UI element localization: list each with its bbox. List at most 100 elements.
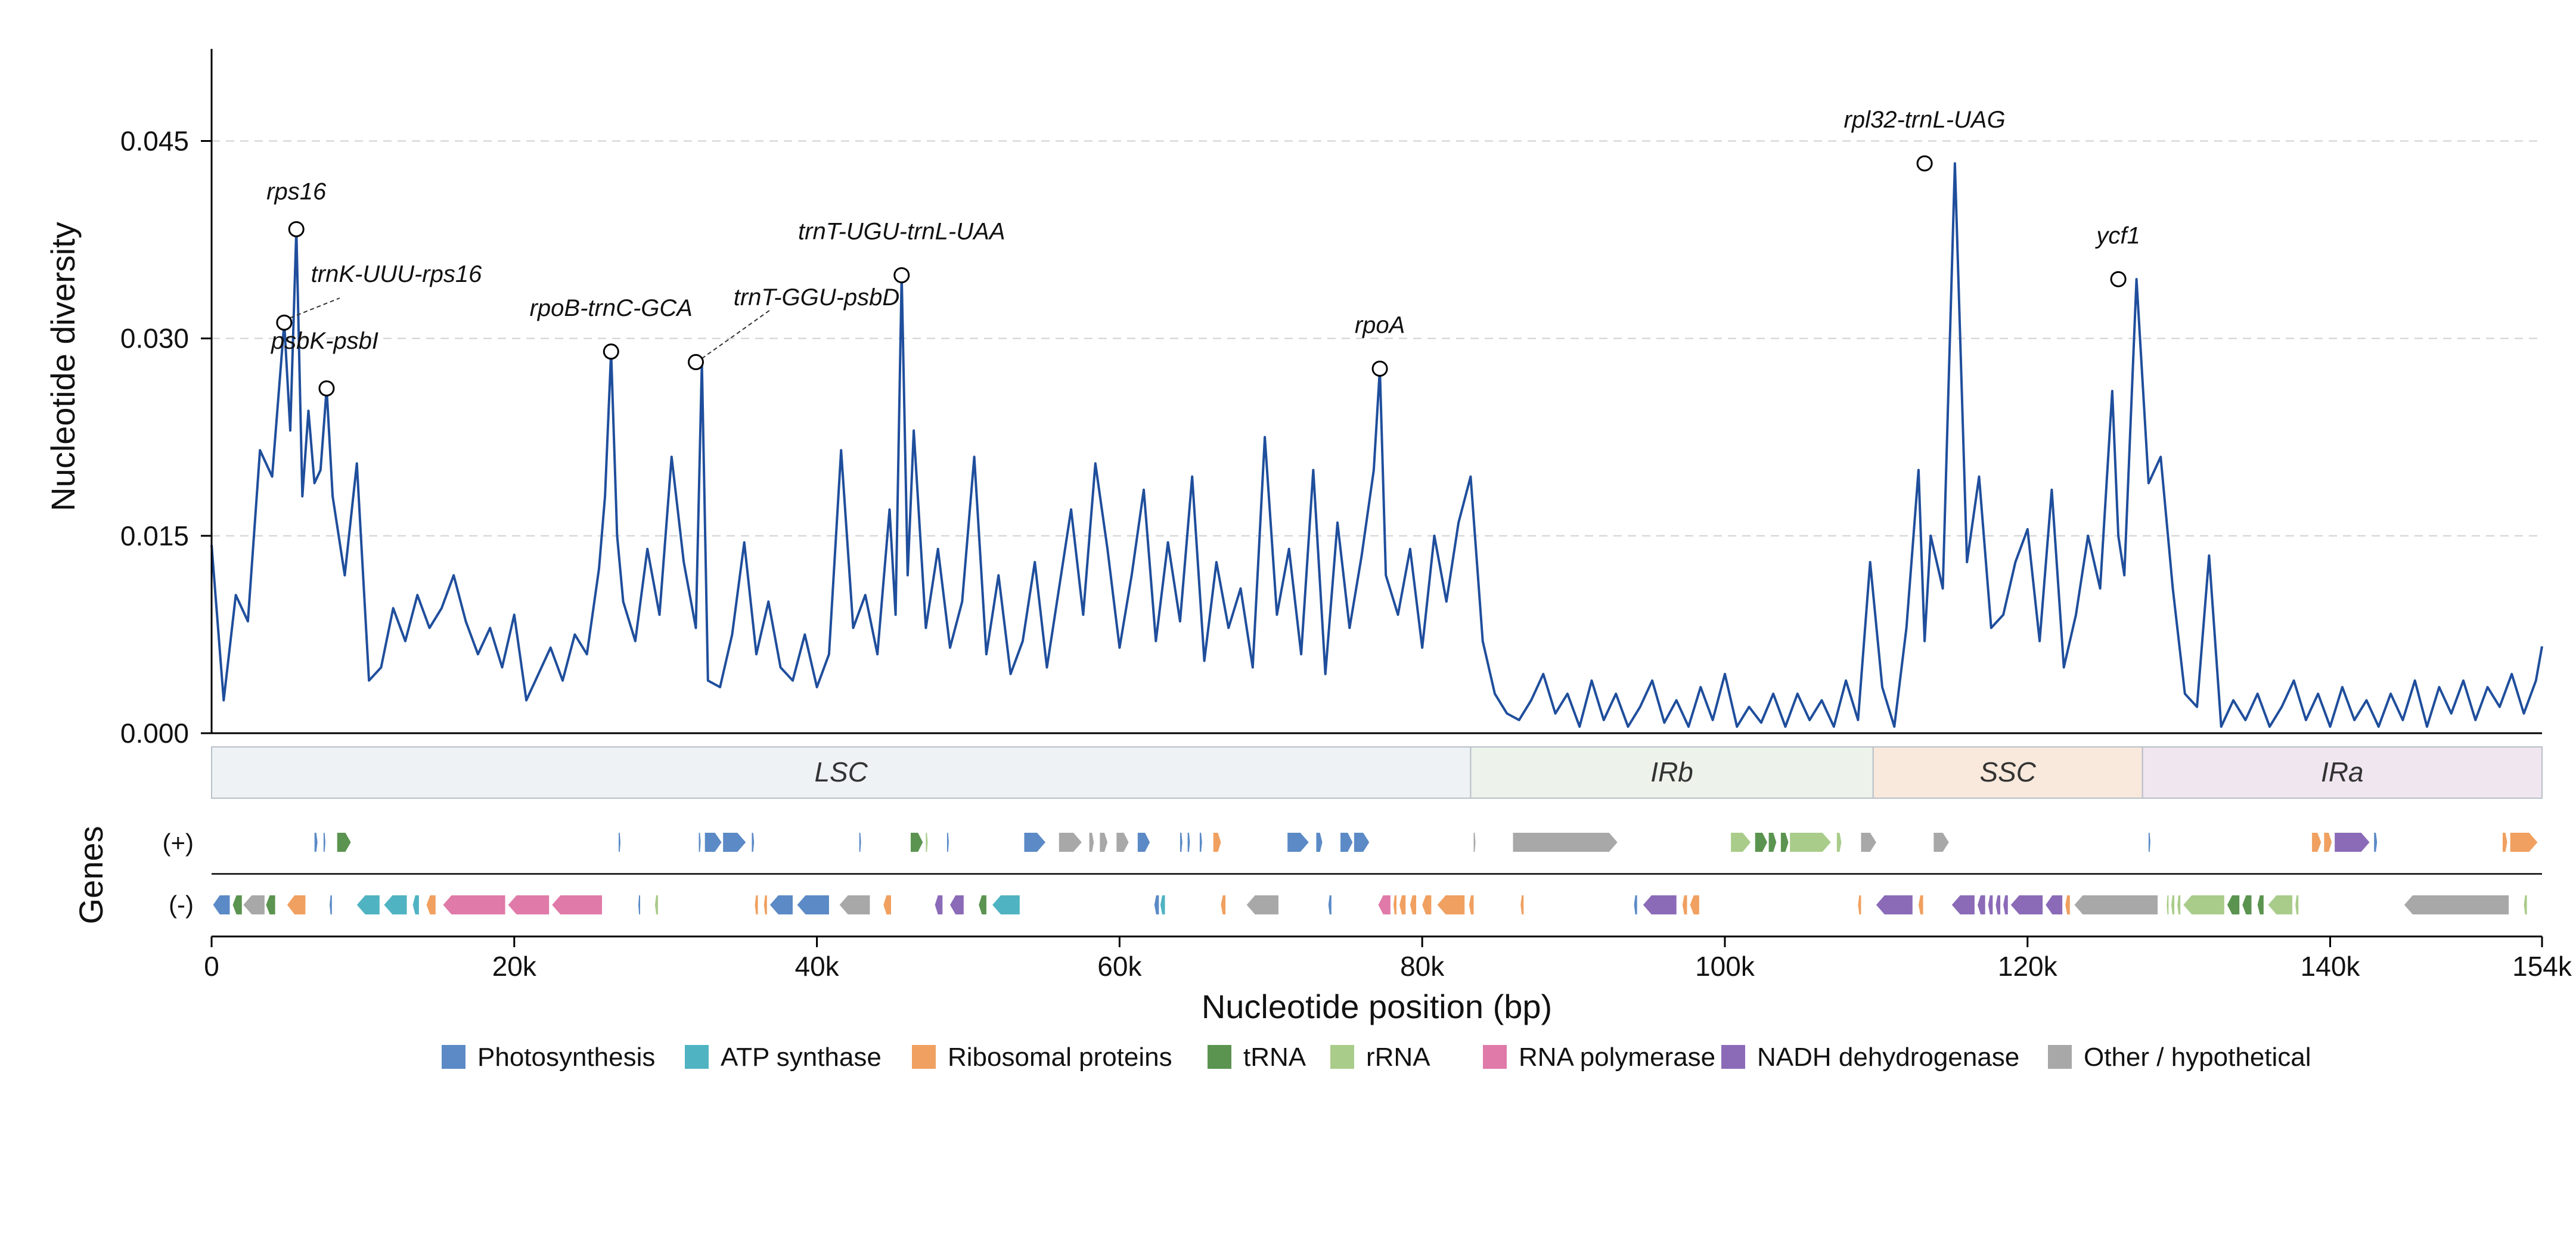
gene-block [314,833,318,852]
gene-block [1977,895,1985,914]
gene-block [1520,895,1524,914]
x-tick-label: 120k [1998,951,2058,982]
gene-block [1100,833,1108,852]
gene-block [2502,833,2507,852]
peak-marker [1916,155,1933,172]
gene-block [654,895,658,914]
gene-block [1768,833,1777,852]
gene-block [330,895,332,914]
gene-block [946,833,949,852]
gene-block [1199,833,1202,852]
region-block [2142,746,2543,799]
gene-block [2312,833,2321,852]
gene-block [1933,833,1949,852]
gene-block [699,833,701,852]
region-label: IRa [2321,756,2364,787]
gene-block [755,895,758,914]
gene-block [2010,895,2043,914]
peak-label: rpoB-trnC-GCA [530,295,693,321]
gene-block [1378,895,1391,914]
legend-swatch [1330,1045,1354,1069]
peak-label: rpl32-trnL-UAG [1844,107,2006,133]
gene-block [992,895,1020,914]
gene-block [1422,895,1432,914]
gene-block [1213,833,1221,852]
legend-swatch [912,1045,936,1069]
x-tick-label: 140k [2301,951,2361,982]
gene-block [1160,895,1165,914]
gene-block [1187,833,1190,852]
gene-block [1410,895,1417,914]
peak-marker [288,221,305,237]
legend-swatch [685,1045,709,1069]
x-tick-label: 40k [794,951,839,982]
legend-label: ATP synthase [721,1043,882,1072]
legend-label: NADH dehydrogenase [1757,1043,2019,1072]
gene-block [266,895,275,914]
x-tick-label: 20k [492,951,537,982]
gene-block [356,895,380,914]
gene-block [1180,833,1183,852]
gene-block [1682,895,1687,914]
gene-block [1137,833,1150,852]
gene-block [1469,895,1474,914]
x-ticks: 0 20k 40k 60k 80k 100k 120k 140k 154k [204,936,2572,982]
gene-block [638,895,640,914]
region-label: IRb [1650,756,1693,787]
gene-block [859,833,861,852]
gene-block [2324,833,2332,852]
legend-swatch [1483,1045,1507,1069]
gene-block [323,833,325,852]
gene-block [1513,833,1618,852]
gene-block [1643,895,1677,914]
gene-block [764,895,767,914]
gene-block [443,895,505,914]
gene-block [2374,833,2378,852]
x-tick-label: 100k [1695,951,1755,982]
gene-block [2171,895,2175,914]
y-axis-title: Nucleotide diversity [44,222,82,511]
gene-block [2510,833,2538,852]
gene-block [2268,895,2293,914]
gene-block [1246,895,1278,914]
peak-label: rps16 [266,178,327,204]
gene-block [2167,895,2169,914]
gene-block [883,895,891,914]
gene-block [508,895,550,914]
legend-swatch [442,1045,465,1069]
peak-annotations: rps16 trnK-UUU-rps16 psbK-psbI rpoB-trnC-GC… [266,107,2140,397]
legend-label: Photosynthesis [477,1043,655,1072]
gene-block [1634,895,1637,914]
gene-block [412,895,419,914]
gene-block [935,895,943,914]
gene-block [723,833,746,852]
gene-block [1473,833,1476,852]
gene-block [213,895,230,914]
gene-block [618,833,620,852]
gene-block [1154,895,1159,914]
y-tick-label: 0.015 [120,520,189,551]
y-tick-label: 0.030 [120,323,189,354]
legend-label: tRNA [1243,1043,1306,1072]
gene-block [797,895,829,914]
gene-block [1328,895,1332,914]
gene-block [2335,833,2370,852]
x-tick-label: 80k [1400,951,1445,982]
gene-block [1836,833,1842,852]
peak-marker [893,267,910,284]
peak-label: trnK-UUU-rps16 [311,261,482,287]
gene-block [243,895,265,914]
gene-block [1951,895,1975,914]
region-block [1470,746,1874,799]
gene-block [704,833,722,852]
gene-block [839,895,870,914]
gene-block [979,895,986,914]
y-tick-label: 0.000 [120,718,189,749]
peak-marker [2110,271,2127,287]
gene-block [552,895,603,914]
gene-block [287,895,306,914]
gene-block [2148,833,2150,852]
peak-marker [276,314,293,331]
gene-block [911,833,923,852]
